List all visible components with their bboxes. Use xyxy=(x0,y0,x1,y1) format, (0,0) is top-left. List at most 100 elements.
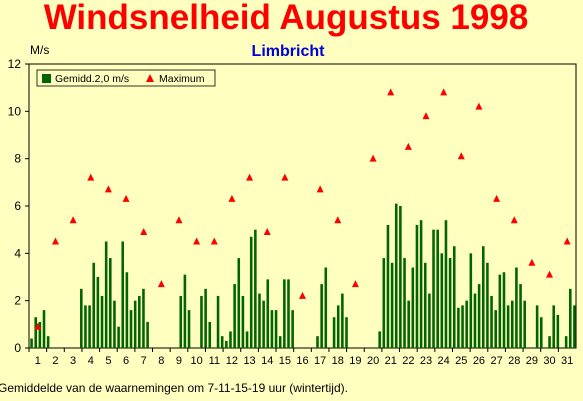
x-tick-label: 20 xyxy=(367,355,379,367)
x-tick-label: 31 xyxy=(561,355,573,367)
maximum-marker xyxy=(246,173,254,181)
bar xyxy=(324,267,328,348)
legend-label-maximum: Maximum xyxy=(159,73,205,85)
bar xyxy=(345,317,348,348)
maximum-marker xyxy=(281,173,289,181)
bar xyxy=(477,284,481,348)
bar xyxy=(535,305,539,348)
bar xyxy=(320,284,323,348)
maximum-marker xyxy=(316,185,324,193)
maximum-marker xyxy=(440,88,448,96)
legend-box xyxy=(36,69,216,87)
x-tick-label: 3 xyxy=(70,355,76,367)
legend: Gemidd.2,0 m/s Maximum xyxy=(36,69,216,87)
maximum-marker xyxy=(422,112,430,120)
bar xyxy=(556,314,560,348)
legend-label-average: Gemidd.2,0 m/s xyxy=(55,73,129,85)
bar xyxy=(138,295,141,348)
maximum-marker xyxy=(51,237,59,245)
maximum-marker xyxy=(334,216,342,224)
maximum-marker xyxy=(193,237,201,245)
x-tick-label: 10 xyxy=(191,355,203,367)
maximum-marker xyxy=(546,270,554,278)
x-tick-label: 23 xyxy=(420,355,432,367)
maximum-marker xyxy=(475,102,483,110)
x-tick-label: 12 xyxy=(226,355,238,367)
bar xyxy=(444,220,448,348)
bar xyxy=(386,224,390,348)
x-tick-label: 27 xyxy=(490,355,502,367)
maximum-marker xyxy=(563,237,571,245)
maximum-marker xyxy=(510,216,518,224)
y-tick-label: 12 xyxy=(8,57,22,71)
bar xyxy=(428,293,431,348)
bar xyxy=(113,300,116,348)
bar xyxy=(104,241,108,348)
bar xyxy=(254,229,257,348)
bar xyxy=(415,224,419,348)
bar xyxy=(316,336,319,348)
x-tick-label: 16 xyxy=(296,355,308,367)
bar xyxy=(229,331,232,348)
maximum-marker xyxy=(404,142,412,150)
x-tick-label: 7 xyxy=(141,355,147,367)
maximum-marker xyxy=(351,280,359,288)
x-tick-label: 24 xyxy=(438,355,450,367)
bar xyxy=(399,206,402,348)
x-tick-label: 25 xyxy=(455,355,467,367)
bar xyxy=(129,310,133,348)
bar xyxy=(208,321,212,348)
bar xyxy=(133,300,137,348)
maximum-marker xyxy=(369,154,377,162)
y-tick-label: 0 xyxy=(14,341,21,355)
x-tick-label: 2 xyxy=(52,355,58,367)
bar xyxy=(390,262,394,348)
y-tick-label: 6 xyxy=(14,199,21,213)
bar xyxy=(84,305,87,348)
bar xyxy=(490,295,493,348)
bar xyxy=(92,262,96,348)
maximum-marker xyxy=(69,216,77,224)
bar xyxy=(523,300,526,348)
bar xyxy=(573,305,576,348)
y-axis-label: M/s xyxy=(30,43,49,57)
bar xyxy=(494,310,497,348)
bar xyxy=(498,274,502,348)
x-tick-label: 8 xyxy=(158,355,164,367)
y-tick-label: 2 xyxy=(14,294,21,308)
maximum-marker xyxy=(387,88,395,96)
bar xyxy=(125,272,129,348)
bar xyxy=(38,321,42,348)
bar xyxy=(423,262,427,348)
x-tick-label: 26 xyxy=(473,355,485,367)
bar xyxy=(419,220,423,348)
maximum-marker xyxy=(175,216,183,224)
bar xyxy=(249,236,253,348)
x-tick-label: 18 xyxy=(332,355,344,367)
bar xyxy=(96,277,100,348)
maximum-marker xyxy=(104,185,112,193)
maximum-marker xyxy=(528,258,536,266)
bar xyxy=(539,317,543,348)
bar xyxy=(42,310,46,348)
bar xyxy=(220,336,224,348)
x-tick-label: 11 xyxy=(209,355,220,367)
legend-marker-swatch xyxy=(146,74,154,82)
bar xyxy=(515,267,518,348)
maximum-marker xyxy=(457,152,465,160)
bar xyxy=(481,246,485,348)
bar xyxy=(88,305,91,348)
maximum-marker xyxy=(210,237,218,245)
bar xyxy=(80,288,83,348)
x-tick-label: 22 xyxy=(402,355,414,367)
bar xyxy=(225,340,228,348)
bar xyxy=(270,310,274,348)
bar xyxy=(394,203,398,348)
x-tick-label: 21 xyxy=(385,355,397,367)
bar xyxy=(382,258,386,348)
bar xyxy=(233,284,236,348)
bar xyxy=(568,288,572,348)
bar xyxy=(245,331,249,348)
bar xyxy=(440,253,444,348)
